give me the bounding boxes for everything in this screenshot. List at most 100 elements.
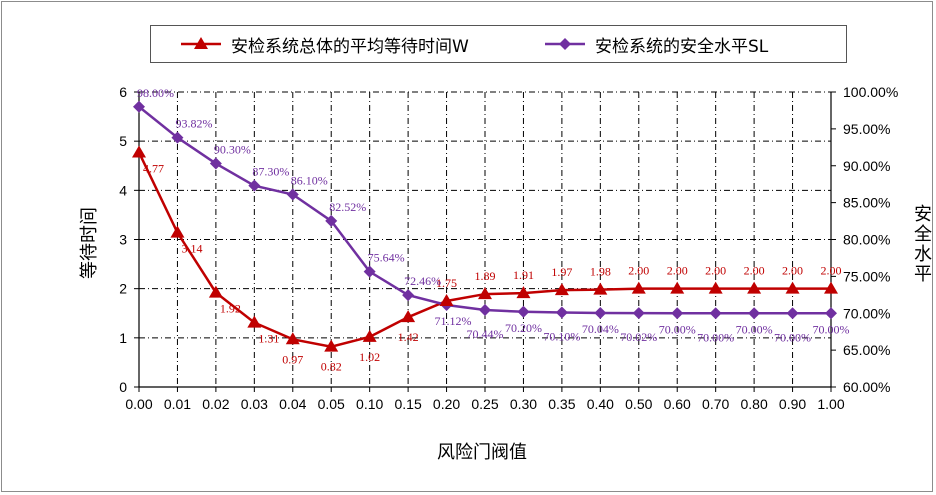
marker-sl bbox=[748, 307, 761, 320]
x-tick-label: 0.40 bbox=[587, 396, 614, 412]
y2-tick-label: 60.00% bbox=[843, 379, 890, 395]
data-labels: 4.77 3.14 1.92 1.310.97 0.82 1.02 1.42 1.75 1.89… bbox=[137, 86, 850, 374]
x-tick-label: 0.50 bbox=[625, 396, 652, 412]
marker-sl bbox=[479, 304, 491, 317]
marker-w bbox=[824, 281, 838, 294]
x-tick-label: 0.10 bbox=[356, 396, 383, 412]
marker-sl bbox=[594, 306, 607, 319]
y-tick-label: 2 bbox=[119, 281, 127, 297]
marker-sl bbox=[363, 265, 376, 278]
marker-w bbox=[708, 281, 723, 294]
data-label-sl: 70.00% bbox=[813, 322, 850, 336]
data-label-w: 1.42 bbox=[398, 330, 419, 344]
y2-tick-label: 85.00% bbox=[843, 195, 890, 211]
x-tick-label: 0.30 bbox=[510, 396, 537, 412]
data-label-w: 0.97 bbox=[282, 352, 303, 366]
legend-item-sl: 安检系统的安全水平SL bbox=[543, 26, 768, 62]
x-tick-label: 0.03 bbox=[241, 396, 268, 412]
data-label-w: 1.75 bbox=[436, 276, 457, 290]
marker-sl bbox=[402, 289, 415, 302]
svg-text:全: 全 bbox=[914, 224, 932, 245]
marker-w bbox=[478, 287, 492, 300]
y2-tick-label: 65.00% bbox=[843, 342, 890, 358]
y-tick-label: 1 bbox=[119, 330, 127, 346]
x-tick-label: 0.20 bbox=[433, 396, 460, 412]
legend-swatch-w bbox=[181, 37, 221, 49]
y2-tick-label: 100.00% bbox=[843, 84, 898, 100]
data-label-w: 2.00 bbox=[667, 264, 688, 278]
data-label-w: 2.00 bbox=[705, 264, 726, 278]
data-label-sl: 93.82% bbox=[175, 117, 212, 131]
data-label-w: 2.00 bbox=[628, 264, 649, 278]
marker-sl bbox=[825, 307, 837, 320]
y2-tick-label: 70.00% bbox=[843, 305, 890, 321]
data-label-sl: 70.00% bbox=[736, 322, 773, 336]
data-label-sl: 98.00% bbox=[137, 86, 174, 100]
marker-sl bbox=[709, 307, 722, 320]
data-label-w: 2.00 bbox=[744, 264, 765, 278]
x-tick-label: 0.60 bbox=[664, 396, 691, 412]
data-label-sl: 70.10% bbox=[543, 330, 580, 344]
data-label-w: 1.92 bbox=[220, 302, 241, 316]
marker-sl bbox=[171, 131, 184, 144]
marker-sl bbox=[133, 100, 145, 113]
x-tick-label: 0.35 bbox=[548, 396, 575, 412]
data-label-w: 4.77 bbox=[143, 161, 164, 175]
data-label-w: 1.98 bbox=[590, 265, 611, 279]
y-tick-label: 0 bbox=[119, 379, 127, 395]
x-tick-label: 0.05 bbox=[318, 396, 345, 412]
marker-w bbox=[439, 293, 454, 306]
x-tick-label: 1.00 bbox=[817, 396, 844, 412]
y2-axis-title: 安 全 水 平 bbox=[914, 204, 932, 285]
marker-sl bbox=[209, 157, 222, 170]
y2-tick-label: 95.00% bbox=[843, 121, 890, 137]
marker-w bbox=[324, 339, 339, 352]
marker-sl bbox=[248, 179, 261, 192]
data-label-sl: 72.46% bbox=[404, 274, 441, 288]
marker-w bbox=[362, 329, 377, 342]
data-label-w: 0.82 bbox=[321, 360, 342, 374]
marker-w bbox=[516, 286, 531, 299]
data-label-sl: 90.30% bbox=[214, 143, 251, 157]
legend-label-sl: 安检系统的安全水平SL bbox=[595, 36, 769, 57]
y2-tick-label: 90.00% bbox=[843, 158, 890, 174]
x-tick-label: 0.25 bbox=[471, 396, 498, 412]
data-label-w: 2.00 bbox=[821, 264, 842, 278]
data-label-sl: 70.04% bbox=[582, 322, 619, 336]
tick-labels: 0 1 2 3 4 5 6 0.00 0.01 0.02 0.03 0.04 0.05 0.10 0.15 0… bbox=[119, 84, 898, 412]
marker-sl bbox=[555, 306, 568, 319]
data-label-sl: 70.00% bbox=[774, 330, 811, 344]
marker-w bbox=[631, 281, 646, 294]
marker-w bbox=[747, 281, 762, 294]
y-tick-label: 5 bbox=[119, 133, 127, 149]
x-tick-label: 0.04 bbox=[279, 396, 306, 412]
x-axis-title: 风险门阀值 bbox=[437, 442, 527, 463]
svg-text:安: 安 bbox=[914, 204, 932, 225]
marker-w bbox=[593, 282, 608, 295]
data-label-sl: 87.30% bbox=[252, 165, 289, 179]
marker-w bbox=[285, 332, 300, 345]
data-label-sl: 86.10% bbox=[291, 174, 328, 188]
data-label-sl: 70.44% bbox=[467, 327, 504, 341]
data-label-sl: 70.00% bbox=[659, 322, 696, 336]
x-tick-label: 0.00 bbox=[125, 396, 152, 412]
legend-item-w: 安检系统总体的平均等待时间W bbox=[179, 26, 469, 62]
data-label-sl: 70.02% bbox=[620, 330, 657, 344]
marker-w bbox=[132, 145, 146, 158]
data-label-w: 1.02 bbox=[359, 350, 380, 364]
series-markers bbox=[132, 100, 838, 352]
x-tick-label: 0.70 bbox=[702, 396, 729, 412]
data-label-w: 1.89 bbox=[475, 269, 496, 283]
y2-tick-label: 80.00% bbox=[843, 232, 890, 248]
marker-w bbox=[554, 283, 569, 296]
axes bbox=[134, 91, 836, 392]
legend-swatch-sl bbox=[545, 38, 585, 50]
legend: 安检系统总体的平均等待时间W 安检系统的安全水平SL bbox=[150, 25, 847, 63]
marker-w bbox=[247, 315, 262, 328]
legend-label-w: 安检系统总体的平均等待时间W bbox=[231, 36, 469, 57]
marker-sl bbox=[325, 214, 338, 227]
svg-text:水: 水 bbox=[914, 244, 932, 265]
marker-sl bbox=[286, 188, 299, 201]
data-label-sl: 70.00% bbox=[697, 330, 734, 344]
